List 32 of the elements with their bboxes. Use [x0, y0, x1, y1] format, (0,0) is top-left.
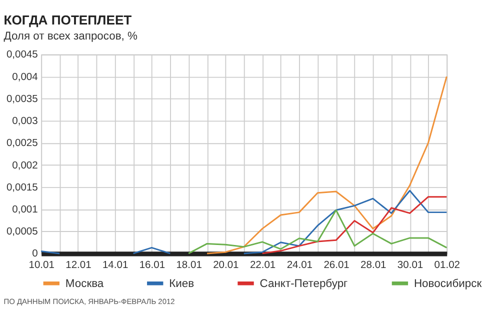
y-tick-label: 0,0015 — [6, 182, 38, 194]
x-tick-label: 22.01 — [250, 260, 276, 271]
y-tick-label: 0,002 — [12, 160, 38, 172]
x-tick-label: 26.01 — [324, 260, 350, 271]
x-tick-label: 01.02 — [434, 260, 460, 271]
y-tick-label: 0,001 — [12, 204, 38, 216]
y-tick-label: 0,0035 — [6, 94, 38, 105]
y-tick-label: 0,003 — [12, 116, 38, 128]
x-tick-label: 16.01 — [139, 260, 166, 271]
text: ПО ДАННЫМ ПОИСКА, ЯНВАРЬ-ФЕВРАЛЬ 2012 — [4, 296, 175, 306]
legend-label: Москва — [65, 278, 104, 290]
y-tick-label: 0 — [32, 248, 38, 260]
x-tick-label: 24.01 — [286, 260, 313, 271]
line-series — [188, 209, 448, 254]
x-tick-label: 30.01 — [397, 260, 424, 271]
line-series — [262, 196, 448, 254]
y-tick-label: 0,0005 — [6, 226, 38, 238]
x-tick-label: 18.01 — [176, 260, 202, 271]
x-tick-label: 20.01 — [213, 260, 240, 271]
line-series — [206, 76, 448, 254]
y-tick-label: 0,0045 — [6, 50, 38, 61]
legend-label: Санкт-Петербург — [260, 278, 348, 290]
chart-title: КОГДА ПОТЕПЛЕЕТ — [4, 12, 132, 28]
legend-label: Новосибирск — [414, 278, 482, 290]
y-axis-title: Доля от всех запросов, % — [4, 30, 138, 42]
y-tick-label: 0,0025 — [6, 138, 38, 150]
legend-label: Киев — [169, 278, 194, 290]
x-tick-label: 12.01 — [66, 260, 92, 271]
x-tick-label: 28.01 — [360, 260, 387, 271]
x-tick-label: 10.01 — [28, 260, 55, 271]
y-tick-label: 0,004 — [12, 72, 38, 83]
x-tick-label: 14.01 — [102, 260, 128, 271]
